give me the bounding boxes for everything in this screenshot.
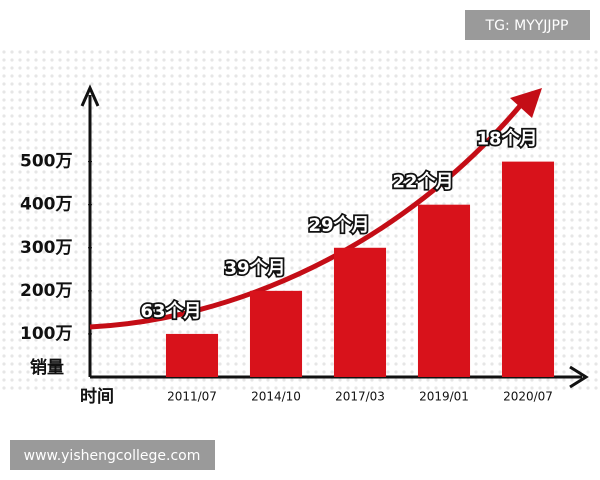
bar bbox=[501, 161, 555, 377]
trend-arrow-head bbox=[510, 88, 542, 118]
y-tick-label: 400万 bbox=[20, 195, 73, 215]
annotation: 29个月 bbox=[308, 214, 369, 236]
x-tick-label: 2011/07 bbox=[167, 390, 217, 404]
annotation: 18个月 bbox=[476, 128, 537, 150]
watermark-box bbox=[465, 10, 590, 40]
watermark: TG: MYYJJPP bbox=[485, 18, 569, 34]
x-tick-label: 2014/10 bbox=[251, 390, 301, 404]
bar bbox=[165, 333, 219, 377]
annotation: 63个月 bbox=[140, 300, 201, 322]
y-tick-label: 500万 bbox=[20, 152, 73, 172]
watermark: www.yishengcollege.com bbox=[24, 448, 201, 464]
x-tick-label: 2017/03 bbox=[335, 390, 385, 404]
y-tick-label: 100万 bbox=[20, 324, 73, 344]
trend-arrow bbox=[89, 98, 527, 330]
x-tick-label: 2019/01 bbox=[419, 390, 469, 404]
y-axis bbox=[80, 84, 100, 377]
y-tick-label: 200万 bbox=[20, 281, 73, 301]
x-axis-label: 时间 bbox=[80, 386, 114, 407]
y-tick-label: 300万 bbox=[20, 238, 73, 258]
bar bbox=[249, 290, 303, 377]
x-tick-label: 2020/07 bbox=[503, 390, 553, 404]
bar bbox=[333, 247, 387, 377]
watermark-box bbox=[10, 440, 215, 470]
bar bbox=[417, 204, 471, 377]
annotation: 22个月 bbox=[392, 171, 453, 193]
annotation: 39个月 bbox=[224, 257, 285, 279]
y-axis-label: 销量 bbox=[30, 357, 64, 378]
